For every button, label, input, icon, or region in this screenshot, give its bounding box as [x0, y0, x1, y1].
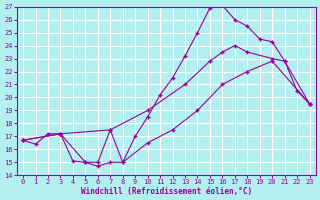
X-axis label: Windchill (Refroidissement éolien,°C): Windchill (Refroidissement éolien,°C) [81, 187, 252, 196]
